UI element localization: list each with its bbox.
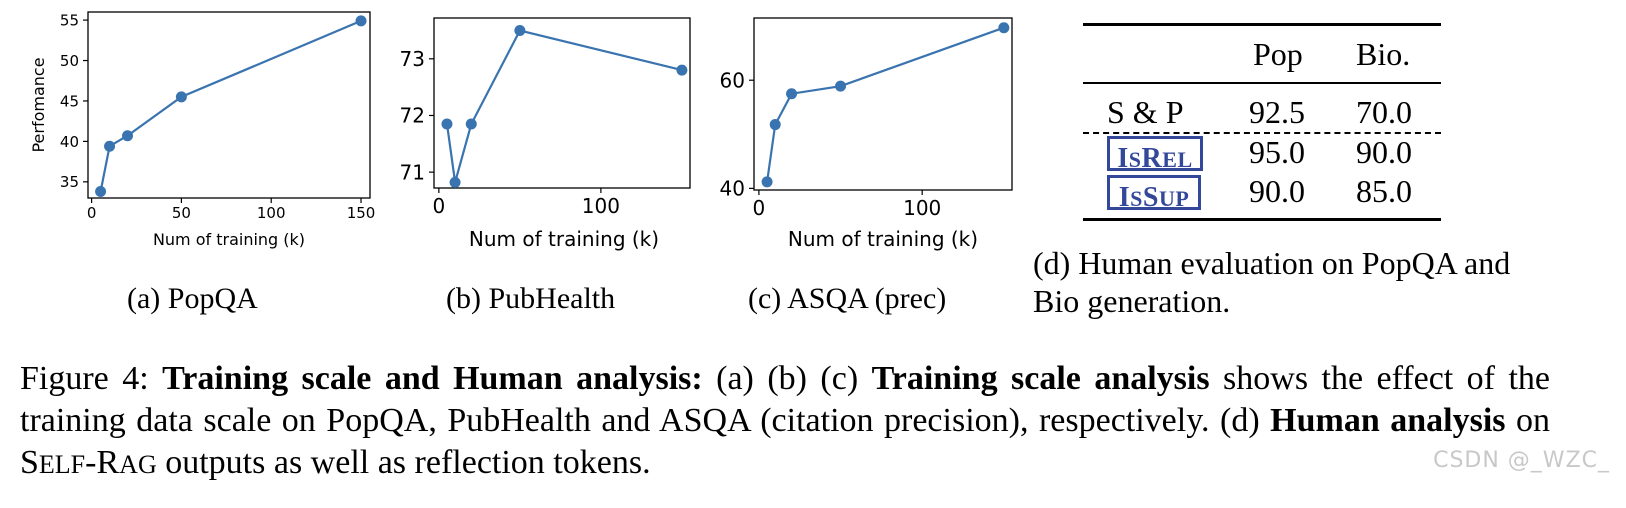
- x-tick-label: 100: [257, 204, 286, 222]
- y-tick-label: 40: [60, 133, 79, 151]
- data-point: [465, 118, 477, 130]
- chart-pubhealth-plot: 0 100 71 72 73 Num of training (k): [400, 17, 691, 251]
- y-tick-label: 72: [400, 104, 425, 128]
- caption-text-1: (a) (b) (c): [702, 360, 872, 397]
- data-point: [514, 24, 526, 36]
- x-axis-label: Num of training (k): [788, 227, 978, 251]
- table-row-issup-pop: 90.0: [1249, 173, 1305, 209]
- subcaption-asqa: (c) ASQA (prec): [748, 282, 947, 315]
- data-point: [95, 186, 107, 198]
- series-line: [766, 26, 1005, 183]
- x-tick-label: 50: [172, 204, 191, 222]
- chart-asqa-plot: 0 100 40 60 Num of training (k): [720, 17, 1013, 251]
- y-axis-label: Perfomance: [29, 57, 48, 152]
- subcaption-popqa: (a) PopQA: [127, 282, 258, 315]
- plot-frame: [87, 11, 371, 199]
- chart-popqa-plot: 0 50 100 150 35 40 45 50 55 Num of training (k) Pe…: [29, 11, 375, 249]
- series-line: [99, 19, 362, 192]
- x-tick-label: 100: [582, 194, 620, 218]
- table-row-sp-bio: 70.0: [1356, 94, 1412, 130]
- y-tick-label: 45: [60, 92, 79, 110]
- token-issup-badge: ISSUP: [1107, 175, 1201, 212]
- caption-bold-3: Human analysis: [1270, 402, 1506, 439]
- data-point: [104, 140, 116, 152]
- table-row-isrel-bio: 90.0: [1356, 134, 1412, 170]
- y-tick-label: 35: [60, 173, 79, 191]
- table-row-sp-pop: 92.5: [1249, 94, 1305, 130]
- plot-frame: [433, 17, 691, 189]
- x-axis-label: Num of training (k): [153, 230, 305, 249]
- figure-caption: Figure 4: Training scale and Human analy…: [20, 358, 1550, 486]
- subcaption-pubhealth: (b) PubHealth: [446, 282, 616, 315]
- data-point: [761, 176, 773, 188]
- data-point: [175, 91, 187, 103]
- data-point: [441, 118, 453, 130]
- data-point: [998, 22, 1010, 34]
- data-point: [449, 176, 461, 188]
- x-tick-label: 0: [753, 196, 766, 220]
- watermark: CSDN @_WZC_: [1433, 448, 1610, 473]
- plot-frame: [753, 17, 1013, 191]
- y-tick-label: 50: [60, 52, 79, 70]
- data-point: [676, 64, 688, 76]
- selfrag-name: SELF-RAG: [20, 444, 157, 481]
- data-point: [122, 130, 134, 142]
- x-tick-label: 0: [87, 204, 97, 222]
- table-row-isrel-pop: 95.0: [1249, 134, 1305, 170]
- table-row-issup-bio: 85.0: [1356, 173, 1412, 209]
- caption-text-2: shows the effect of the training data sc…: [20, 360, 1550, 439]
- table-row-sp-label: S & P: [1107, 94, 1184, 130]
- caption-text-3a: on: [1505, 402, 1551, 439]
- table-mid-rule: [1083, 82, 1441, 84]
- data-point: [835, 80, 847, 92]
- token-isrel-badge: ISREL: [1107, 136, 1203, 173]
- x-tick-label: 0: [432, 194, 445, 218]
- x-tick-label: 100: [903, 196, 941, 220]
- table-header-bio: Bio.: [1356, 36, 1411, 72]
- caption-prefix: Figure 4:: [20, 360, 163, 397]
- table-header-pop: Pop: [1253, 36, 1303, 72]
- caption-bold-2: Training scale analysis: [871, 360, 1210, 397]
- chart-asqa: 0 100 40 60 Num of training (k): [720, 17, 1013, 251]
- y-tick-label: 71: [400, 160, 425, 184]
- chart-popqa: 0 50 100 150 35 40 45 50 55 Num of training (k) Pe…: [29, 11, 375, 249]
- data-point: [769, 119, 781, 131]
- data-point: [786, 88, 798, 100]
- chart-pubhealth: 0 100 71 72 73 Num of training (k): [400, 17, 691, 251]
- subcaption-human-eval: (d) Human evaluation on PopQA and Bio ge…: [1033, 245, 1511, 319]
- x-tick-label: 150: [347, 204, 376, 222]
- caption-bold-1: Training scale and Human analysis:: [162, 360, 703, 397]
- y-tick-label: 60: [720, 68, 745, 92]
- human-eval-table: Pop Bio. S & P 92.5 70.0 ISREL 95.0 90.0…: [1083, 20, 1441, 224]
- data-point: [355, 15, 367, 27]
- y-tick-label: 40: [720, 177, 745, 201]
- table-top-rule: [1083, 23, 1441, 26]
- x-axis-label: Num of training (k): [469, 227, 659, 251]
- table-dashed-rule: [1083, 132, 1441, 134]
- y-tick-label: 55: [60, 11, 79, 29]
- y-tick-label: 73: [400, 47, 425, 71]
- caption-text-3b: outputs as well as reflection tokens.: [156, 444, 651, 481]
- table-bottom-rule: [1083, 218, 1441, 221]
- series-line: [445, 29, 683, 183]
